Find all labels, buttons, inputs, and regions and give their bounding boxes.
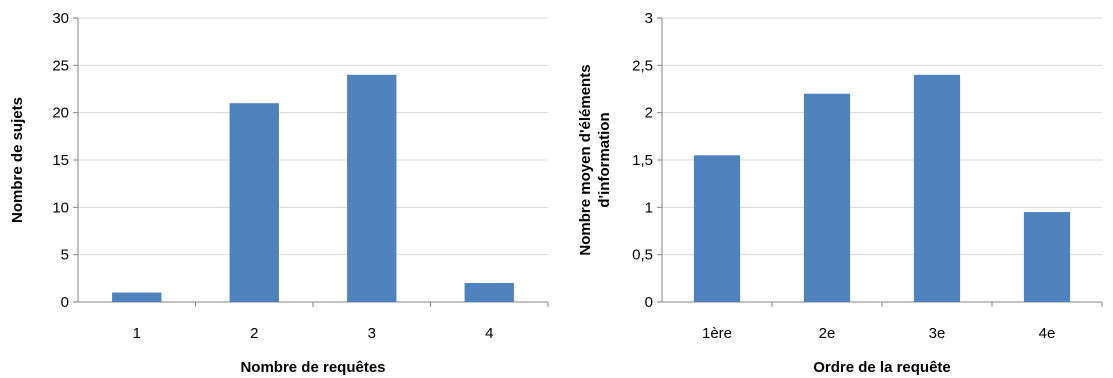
y-tick-label: 10 [52, 199, 69, 216]
y-tick-label: 2,5 [632, 57, 653, 74]
bar [803, 93, 851, 302]
bar [1023, 212, 1071, 302]
x-axis-title: Ordre de la requête [813, 359, 951, 376]
bar [112, 292, 162, 302]
y-axis-title: Nombre moyen d'éléments d'information [577, 64, 613, 255]
bar [913, 74, 961, 302]
chart-2: 0 0,5 1 1,5 2 2,5 3 1ère 2e 3e 4e Ordre de la requê… [577, 10, 1103, 376]
y-tick-label: 15 [52, 152, 69, 169]
y-tick-label: 0,5 [632, 247, 653, 264]
x-tick-label: 4 [485, 325, 493, 342]
x-tick-label: 1ère [702, 325, 732, 342]
x-tick-label: 3 [368, 325, 376, 342]
y-tick-label: 0 [645, 294, 653, 311]
y-tick-label: 2 [645, 105, 653, 122]
y-tick-label: 3 [645, 10, 653, 27]
y-tick-label: 20 [52, 105, 69, 122]
x-tick-label: 2e [819, 325, 836, 342]
x-tick-label: 4e [1039, 325, 1056, 342]
y-tick-label: 1 [645, 199, 653, 216]
bar [464, 283, 514, 302]
y-tick-label: 5 [61, 247, 69, 264]
x-tick-label: 2 [250, 325, 258, 342]
y-tick-label: 0 [61, 294, 69, 311]
bar [229, 103, 279, 302]
bar [693, 155, 741, 302]
bar [347, 74, 397, 302]
x-tick-label: 1 [133, 325, 141, 342]
y-tick-label: 1,5 [632, 152, 653, 169]
x-axis-title: Nombre de requêtes [240, 359, 385, 376]
y-tick-label: 25 [52, 57, 69, 74]
chart-1: 0 5 10 15 20 25 30 1 2 3 4 Nombre de requêtes Nombre… [9, 10, 549, 376]
y-axis-title: Nombre de sujets [9, 97, 26, 223]
x-tick-label: 3e [929, 325, 946, 342]
y-tick-label: 30 [52, 10, 69, 27]
